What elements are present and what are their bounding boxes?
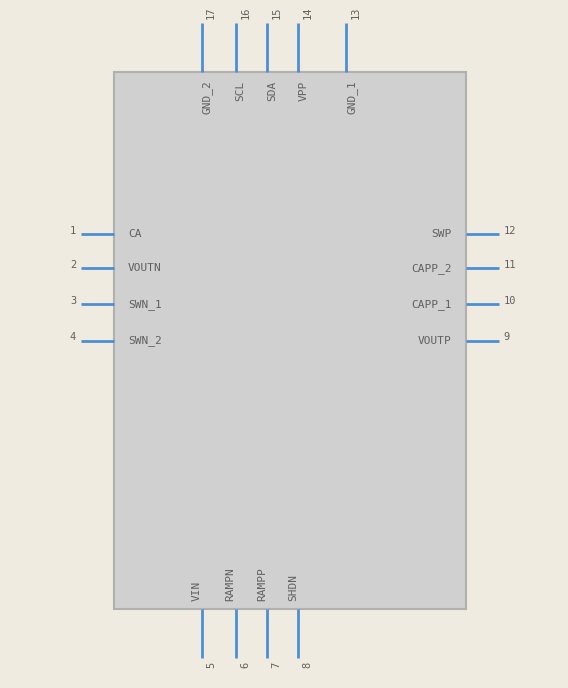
Text: 4: 4 — [70, 332, 76, 343]
Text: SHDN: SHDN — [288, 574, 298, 601]
Text: VIN: VIN — [191, 581, 202, 601]
Text: GND_2: GND_2 — [202, 80, 212, 114]
Text: CAPP_1: CAPP_1 — [411, 299, 452, 310]
Text: 10: 10 — [503, 296, 516, 306]
Text: RAMPN: RAMPN — [225, 567, 236, 601]
Text: 5: 5 — [206, 662, 216, 668]
Text: SWP: SWP — [431, 229, 452, 239]
Text: 16: 16 — [240, 7, 250, 19]
Text: SDA: SDA — [267, 80, 277, 100]
Bar — [114, 72, 466, 609]
Text: CA: CA — [128, 229, 141, 239]
Text: 14: 14 — [303, 7, 313, 19]
Text: 13: 13 — [351, 7, 361, 19]
Text: 7: 7 — [272, 662, 282, 668]
Text: CAPP_2: CAPP_2 — [411, 263, 452, 274]
Text: 2: 2 — [70, 260, 76, 270]
Text: 11: 11 — [503, 260, 516, 270]
Text: VOUTN: VOUTN — [128, 264, 161, 273]
Text: 1: 1 — [70, 226, 76, 236]
Text: VOUTP: VOUTP — [418, 336, 452, 345]
Text: 3: 3 — [70, 296, 76, 306]
Text: 8: 8 — [303, 662, 313, 668]
Text: SCL: SCL — [236, 80, 246, 100]
Text: 15: 15 — [272, 7, 282, 19]
Text: SWN_1: SWN_1 — [128, 299, 161, 310]
Text: 9: 9 — [503, 332, 509, 343]
Text: 12: 12 — [503, 226, 516, 236]
Text: 17: 17 — [206, 7, 216, 19]
Text: 6: 6 — [240, 662, 250, 668]
Text: RAMPP: RAMPP — [257, 567, 267, 601]
Text: SWN_2: SWN_2 — [128, 335, 161, 346]
Text: GND_1: GND_1 — [346, 80, 357, 114]
Text: VPP: VPP — [298, 80, 308, 100]
